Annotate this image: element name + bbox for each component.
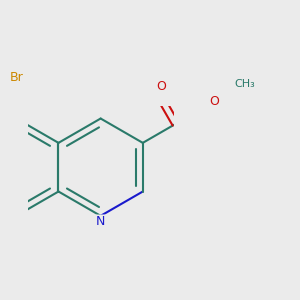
Text: O: O [156, 80, 166, 93]
Text: O: O [209, 95, 219, 108]
Text: N: N [96, 215, 105, 228]
Text: CH₃: CH₃ [234, 79, 255, 89]
Text: Br: Br [10, 71, 23, 84]
